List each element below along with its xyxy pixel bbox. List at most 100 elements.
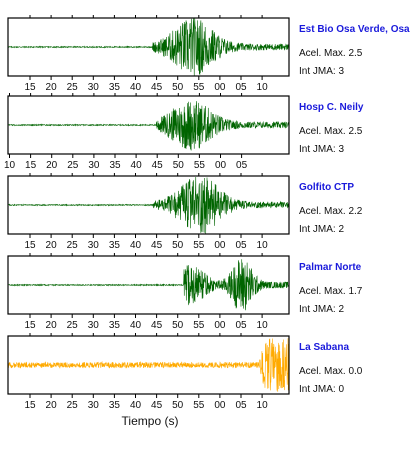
accel-label: Acel. Max. [299,48,349,59]
x-tick-label: 10 [257,400,269,411]
intensity-label: Int JMA: [299,224,339,235]
intensity-value: 0 [338,384,345,395]
x-tick-label: 45 [151,240,163,251]
x-tick-label: 40 [130,82,142,93]
x-tick-label: 35 [109,320,121,331]
x-tick-label: 15 [24,400,36,411]
x-tick-label: 25 [67,400,79,411]
x-tick-label: 40 [130,240,142,251]
x-tick-label: 25 [67,240,79,251]
x-tick-label: 20 [46,160,58,171]
jma-intensity: Int JMA: 2 [299,304,344,315]
x-tick-label: 50 [172,320,184,331]
x-tick-label: 50 [172,82,184,93]
x-tick-label: 10 [257,82,269,93]
x-tick-label: 05 [235,82,247,93]
x-tick-label: 00 [214,82,226,93]
panel-3: 15 20 25 30 35 40 45 50 55 00 05 10 [7,173,290,251]
intensity-value: 2 [338,224,345,235]
x-tick-label: 15 [24,320,36,331]
max-acceleration: Acel. Max. 1.7 [299,286,362,297]
x-tick-label: 30 [88,400,100,411]
waveform-trace [8,259,289,311]
x-tick-label: 35 [109,400,121,411]
accel-label: Acel. Max. [299,366,349,377]
x-tick-label: 00 [214,240,226,251]
jma-intensity: Int JMA: 3 [299,144,344,155]
intensity-value: 3 [338,66,345,77]
x-tick-label: 40 [130,320,142,331]
max-acceleration: Acel. Max. 2.2 [299,206,362,217]
panel-frame [7,95,290,155]
accel-value: 1.7 [348,286,363,297]
intensity-value: 2 [338,304,345,315]
x-tick-label: 55 [193,82,205,93]
panel-5: 15 20 25 30 35 40 45 50 55 00 05 10 [7,333,290,411]
x-tick-label: 25 [67,320,79,331]
x-tick-label: 05 [236,160,248,171]
accel-label: Acel. Max. [299,126,349,137]
x-tick-label: 50 [173,160,185,171]
panel-2: 10 15 20 25 30 35 40 45 50 55 00 05 [4,93,290,171]
accel-label: Acel. Max. [299,286,349,297]
max-acceleration: Acel. Max. 0.0 [299,366,362,377]
x-tick-label: 30 [88,82,100,93]
x-tick-label: 20 [46,320,58,331]
x-tick-label: 00 [214,400,226,411]
x-tick-label: 00 [215,160,227,171]
intensity-label: Int JMA: [299,304,339,315]
x-tick-label: 40 [131,160,143,171]
x-tick-label: 10 [4,160,16,171]
x-tick-label: 20 [46,240,58,251]
panel-4: 15 20 25 30 35 40 45 50 55 00 05 10 [7,253,290,331]
x-tick-label: 35 [109,160,121,171]
station-name: Golfito CTP [299,182,354,193]
accel-value: 0.0 [348,366,363,377]
x-tick-label: 00 [214,320,226,331]
x-tick-label: 35 [109,240,121,251]
x-tick-label: 15 [25,160,37,171]
accel-label: Acel. Max. [299,206,349,217]
panel-frame [7,175,290,235]
panel-frame [7,255,290,315]
station-name: Est Bio Osa Verde, Osa [299,24,410,35]
waveform-trace [8,177,289,234]
panel-1: 15 20 25 30 35 40 45 50 55 00 05 10 [7,15,290,93]
x-tick-label: 30 [88,240,100,251]
x-tick-label: 45 [151,320,163,331]
x-tick-label: 45 [151,400,163,411]
x-tick-label: 05 [235,320,247,331]
x-tick-label: 05 [235,240,247,251]
x-tick-label: 50 [172,400,184,411]
x-tick-label: 35 [109,82,121,93]
intensity-label: Int JMA: [299,384,339,395]
max-acceleration: Acel. Max. 2.5 [299,48,362,59]
x-tick-label: 45 [151,82,163,93]
waveform-trace [8,101,289,151]
intensity-label: Int JMA: [299,144,339,155]
station-name: Hosp C. Neily [299,102,364,113]
x-tick-label: 55 [193,320,205,331]
x-tick-label: 30 [88,320,100,331]
accel-value: 2.5 [348,48,363,59]
jma-intensity: Int JMA: 0 [299,384,344,395]
x-axis-label: Tiempo (s) [121,414,179,428]
x-tick-label: 10 [257,320,269,331]
jma-intensity: Int JMA: 3 [299,66,344,77]
x-tick-label: 55 [193,240,205,251]
intensity-value: 3 [338,144,345,155]
x-tick-label: 55 [194,160,206,171]
x-tick-label: 25 [67,82,79,93]
accel-value: 2.5 [348,126,363,137]
x-tick-label: 25 [67,160,79,171]
x-tick-label: 05 [235,400,247,411]
station-name: La Sabana [299,342,350,353]
intensity-label: Int JMA: [299,66,339,77]
x-tick-label: 45 [152,160,164,171]
station-name: Palmar Norte [299,262,362,273]
panel-frame [7,17,290,77]
x-tick-label: 20 [46,82,58,93]
accel-value: 2.2 [348,206,363,217]
x-tick-label: 15 [24,82,36,93]
